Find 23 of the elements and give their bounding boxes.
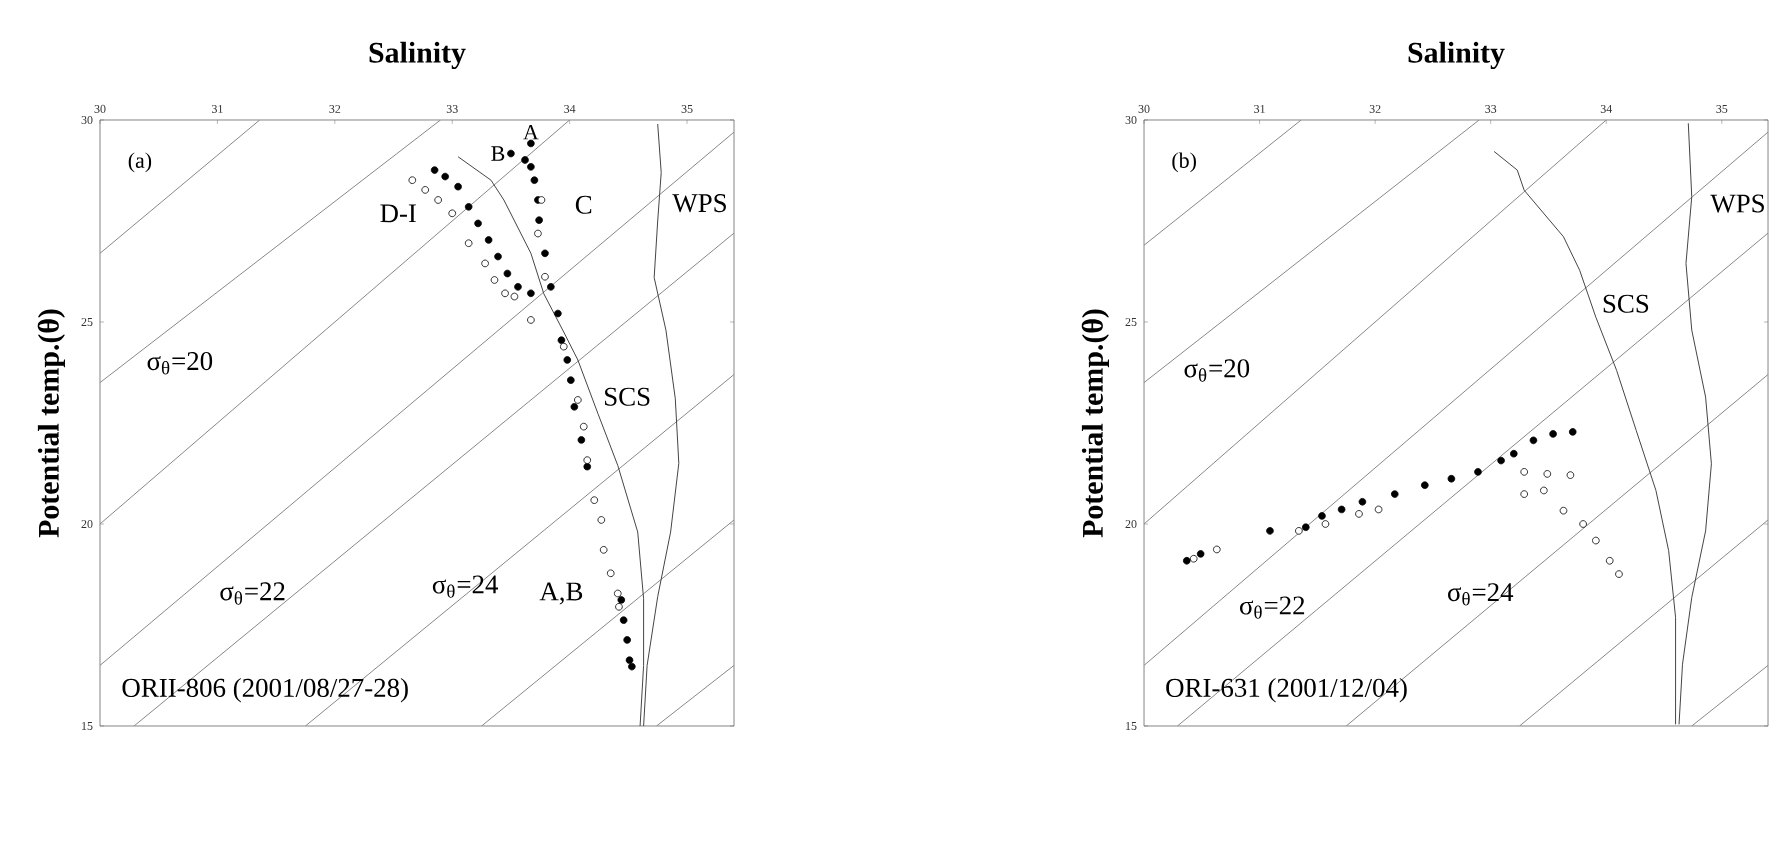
annotation: A <box>523 124 539 140</box>
x-axis-title: Salinity <box>369 41 466 69</box>
annotation: σ$_{θ}$=22 <box>220 582 285 605</box>
annotation: A,B <box>539 582 583 605</box>
annotation: B <box>491 146 505 161</box>
annotation: ORI-631 (2001/12/04) <box>1166 678 1407 703</box>
x-axis-title: Salinity <box>1408 41 1505 69</box>
y-axis-title: Potential temp.(θ) <box>37 309 65 538</box>
annotation: σ$_{θ}$=24 <box>1448 583 1514 606</box>
annotation: σ$_{θ}$=24 <box>432 575 499 598</box>
y-axis-title: Potential temp.(θ) <box>1081 309 1109 538</box>
annotation: (b) <box>1172 152 1196 173</box>
annotation: σ$_{θ}$=20 <box>1184 359 1250 382</box>
annotation: SCS <box>605 387 650 406</box>
annotation: WPS <box>672 194 726 213</box>
annotation: SCS <box>1603 294 1649 313</box>
annotation: (a) <box>128 152 152 173</box>
annotation: C <box>575 195 592 214</box>
annotation: ORII-806 (2001/08/27-28) <box>122 678 408 703</box>
annotation: WPS <box>1710 194 1764 213</box>
annotation: D-I <box>380 204 416 223</box>
annotation: σ$_{θ}$=22 <box>1240 596 1305 619</box>
annotation: σ$_{θ}$=20 <box>147 352 213 375</box>
